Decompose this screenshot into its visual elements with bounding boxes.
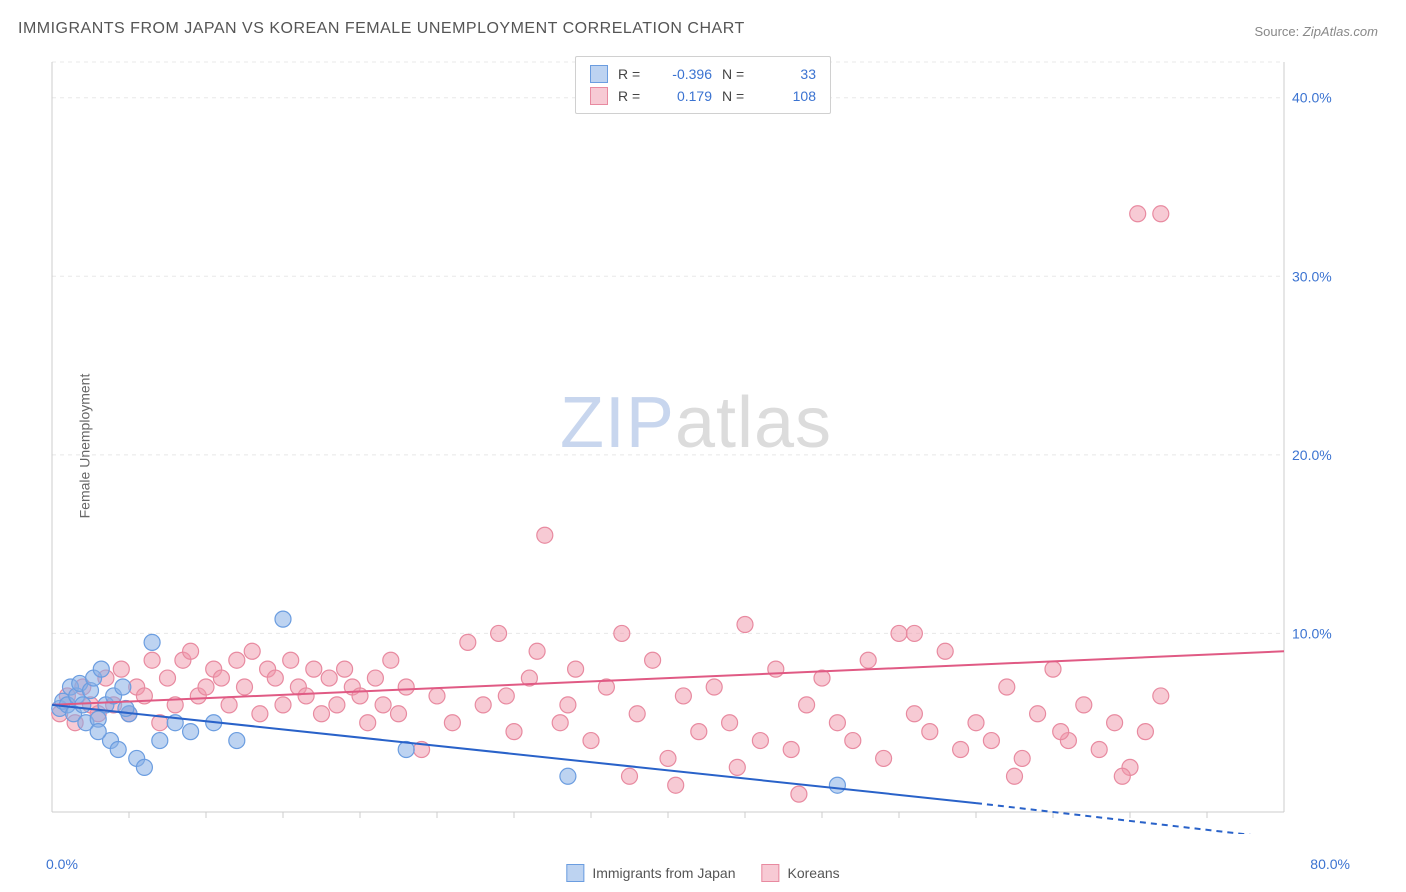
chart-area: ZIPatlas 10.0%20.0%30.0%40.0% [48, 58, 1344, 834]
n-label: N = [722, 88, 750, 104]
source-prefix: Source: [1254, 24, 1302, 39]
legend-label-japan: Immigrants from Japan [592, 865, 735, 881]
svg-text:20.0%: 20.0% [1292, 447, 1332, 463]
n-value-korean: 108 [760, 88, 816, 104]
r-value-japan: -0.396 [656, 66, 712, 82]
n-label: N = [722, 66, 750, 82]
r-label: R = [618, 66, 646, 82]
swatch-korean [590, 87, 608, 105]
source-attribution: Source: ZipAtlas.com [1254, 24, 1378, 39]
chart-title: IMMIGRANTS FROM JAPAN VS KOREAN FEMALE U… [18, 20, 745, 38]
legend-item-japan: Immigrants from Japan [566, 864, 735, 882]
x-axis-tick-min: 0.0% [46, 856, 78, 872]
swatch-japan [590, 65, 608, 83]
svg-text:30.0%: 30.0% [1292, 268, 1332, 284]
svg-text:40.0%: 40.0% [1292, 90, 1332, 106]
source-name: ZipAtlas.com [1303, 24, 1378, 39]
legend-row-japan: R = -0.396 N = 33 [590, 63, 816, 85]
legend-row-korean: R = 0.179 N = 108 [590, 85, 816, 107]
n-value-japan: 33 [760, 66, 816, 82]
swatch-korean [762, 864, 780, 882]
r-label: R = [618, 88, 646, 104]
swatch-japan [566, 864, 584, 882]
svg-text:10.0%: 10.0% [1292, 625, 1332, 641]
x-axis-tick-max: 80.0% [1310, 856, 1350, 872]
series-legend: Immigrants from Japan Koreans [566, 864, 839, 882]
r-value-korean: 0.179 [656, 88, 712, 104]
legend-item-korean: Koreans [762, 864, 840, 882]
legend-label-korean: Koreans [788, 865, 840, 881]
correlation-legend: R = -0.396 N = 33 R = 0.179 N = 108 [575, 56, 831, 114]
scatter-plot: 10.0% 20.0% 30.0% 40.0% [48, 58, 1344, 834]
